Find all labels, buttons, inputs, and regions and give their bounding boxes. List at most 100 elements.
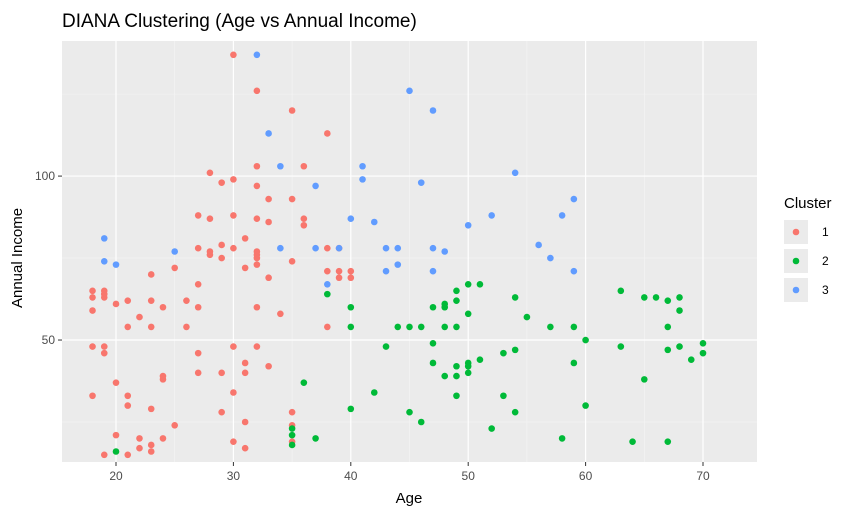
- data-point: [488, 212, 495, 219]
- data-point: [253, 51, 261, 59]
- data-point: [100, 451, 108, 459]
- data-point: [89, 287, 96, 295]
- data-point: [265, 130, 272, 137]
- data-point: [183, 297, 190, 304]
- data-point: [147, 323, 155, 331]
- data-point: [89, 392, 96, 400]
- data-point: [335, 267, 343, 275]
- data-point: [558, 212, 566, 219]
- data-point: [89, 307, 96, 314]
- data-point: [664, 323, 672, 331]
- data-point: [147, 297, 155, 304]
- y-axis-ticks: 50 100: [35, 169, 62, 347]
- data-point: [429, 303, 437, 311]
- data-point: [253, 87, 261, 95]
- data-point: [218, 408, 225, 416]
- data-point: [100, 258, 108, 265]
- x-tick-label: 50: [462, 469, 476, 483]
- data-point: [664, 346, 672, 354]
- x-axis-ticks: 20 30 40 50 60 70: [109, 462, 710, 483]
- data-point: [241, 444, 249, 452]
- data-point: [464, 359, 472, 367]
- x-tick-label: 40: [344, 469, 358, 483]
- y-tick-label: 100: [35, 169, 55, 183]
- data-point: [194, 212, 202, 219]
- data-point: [253, 248, 261, 255]
- data-point: [676, 294, 683, 301]
- data-point: [347, 323, 355, 331]
- data-point: [312, 182, 319, 190]
- data-point: [230, 212, 237, 219]
- data-point: [570, 267, 578, 275]
- data-point: [394, 261, 402, 268]
- data-point: [171, 248, 179, 255]
- data-point: [429, 340, 437, 347]
- data-point: [464, 369, 472, 377]
- data-point: [699, 349, 707, 357]
- data-point: [218, 254, 225, 262]
- data-point: [406, 408, 413, 416]
- data-point: [324, 130, 331, 137]
- data-point: [441, 323, 449, 331]
- data-point: [335, 274, 343, 282]
- data-point: [441, 248, 449, 255]
- data-point: [453, 372, 460, 380]
- data-point: [206, 215, 214, 223]
- data-point: [218, 179, 225, 186]
- data-point: [429, 244, 437, 252]
- data-point: [429, 267, 437, 275]
- data-point: [265, 362, 272, 370]
- data-point: [324, 280, 331, 288]
- data-point: [558, 435, 566, 442]
- data-point: [347, 274, 355, 282]
- legend-marker-2: [792, 257, 800, 265]
- data-point: [347, 303, 355, 311]
- data-point: [124, 323, 132, 331]
- series-cluster-2: [112, 280, 707, 455]
- data-point: [417, 418, 425, 426]
- data-point: [406, 87, 413, 95]
- data-point: [147, 271, 155, 278]
- data-point: [617, 287, 625, 295]
- data-point: [500, 392, 507, 400]
- data-point: [394, 323, 402, 331]
- data-point: [476, 280, 484, 288]
- x-tick-label: 30: [227, 469, 241, 483]
- data-point: [288, 195, 296, 203]
- data-point: [136, 313, 143, 321]
- data-point: [159, 435, 167, 442]
- data-point: [112, 261, 120, 268]
- data-point: [312, 435, 319, 442]
- data-point: [324, 290, 331, 298]
- data-point: [194, 244, 202, 252]
- data-point: [511, 169, 519, 177]
- data-point: [300, 215, 308, 223]
- data-point: [194, 280, 202, 288]
- data-point: [417, 179, 425, 186]
- data-point: [406, 323, 413, 331]
- data-point: [124, 392, 132, 400]
- data-point: [347, 267, 355, 275]
- data-point: [288, 425, 296, 432]
- data-point: [100, 287, 108, 295]
- data-point: [253, 343, 261, 350]
- data-point: [511, 294, 519, 301]
- data-point: [112, 300, 120, 308]
- data-point: [312, 244, 319, 252]
- data-point: [230, 438, 237, 445]
- data-point: [159, 303, 167, 311]
- data-point: [453, 297, 460, 304]
- chart-title: DIANA Clustering (Age vs Annual Income): [62, 11, 417, 32]
- data-point: [277, 310, 284, 318]
- data-point: [347, 405, 355, 413]
- data-point: [253, 162, 261, 170]
- data-point: [570, 323, 578, 331]
- data-point: [464, 280, 472, 288]
- data-point: [124, 297, 132, 304]
- data-point: [277, 162, 284, 170]
- x-tick-label: 20: [109, 469, 123, 483]
- data-point: [664, 297, 672, 304]
- data-point: [676, 343, 683, 350]
- data-point: [100, 235, 108, 242]
- legend-marker-3: [792, 286, 800, 294]
